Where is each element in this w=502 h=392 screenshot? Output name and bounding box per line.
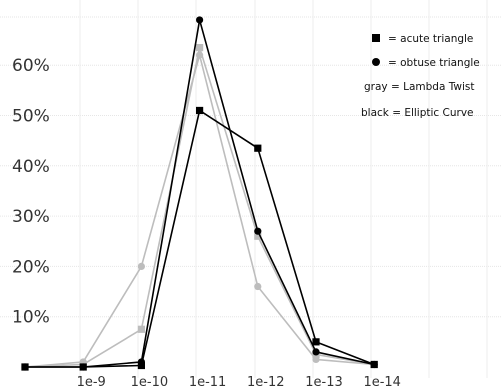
data-point-square <box>254 144 262 152</box>
y-tick-label: 30% <box>12 207 50 227</box>
data-point-square <box>79 363 87 371</box>
data-point-circle <box>254 227 262 235</box>
data-point-square <box>21 363 29 371</box>
x-tick-label: 1e-13 <box>305 375 343 390</box>
gridlines <box>0 0 502 378</box>
series-line <box>25 19 375 368</box>
data-point-circle <box>196 16 204 24</box>
y-tick-label: 20% <box>12 257 50 277</box>
data-point-square <box>137 361 145 370</box>
legend-circle-icon <box>372 58 380 66</box>
data-point-square <box>137 325 145 333</box>
data-point-circle <box>312 348 320 356</box>
data-point-square <box>370 360 378 369</box>
legend-label: black = Elliptic Curve <box>361 107 474 119</box>
data-point-circle <box>137 262 145 270</box>
series-line <box>24 46 375 368</box>
data-point-square <box>196 106 204 115</box>
x-tick-label: 1e-9 <box>77 375 106 390</box>
data-point-square <box>254 232 262 240</box>
y-tick-label: 50% <box>12 107 50 127</box>
legend: = acute triangle = obtuse triangle gray = … <box>361 33 480 119</box>
x-tick-label: 1e-10 <box>131 375 169 390</box>
y-tick-label: 40% <box>12 157 50 177</box>
data-point-circle <box>254 282 262 291</box>
x-axis-tick-labels: 1e-9 1e-10 1e-11 1e-12 1e-13 1e-14 <box>77 375 401 390</box>
data-point-square <box>312 338 320 346</box>
y-axis-tick-labels: 10% 20% 30% 40% 50% 60% <box>12 56 50 328</box>
legend-label: gray = Lambda Twist <box>364 81 475 93</box>
series-line <box>24 54 375 368</box>
x-tick-label: 1e-12 <box>247 375 285 390</box>
legend-label: = acute triangle <box>388 33 473 45</box>
data-point-square <box>196 43 204 52</box>
legend-square-icon <box>372 34 380 42</box>
y-tick-label: 10% <box>12 308 50 328</box>
legend-label: = obtuse triangle <box>388 57 480 69</box>
y-tick-label: 60% <box>12 56 50 76</box>
x-tick-label: 1e-11 <box>189 375 227 390</box>
series-line <box>25 109 375 368</box>
series-lines <box>21 16 378 371</box>
x-tick-label: 1e-14 <box>363 375 401 390</box>
